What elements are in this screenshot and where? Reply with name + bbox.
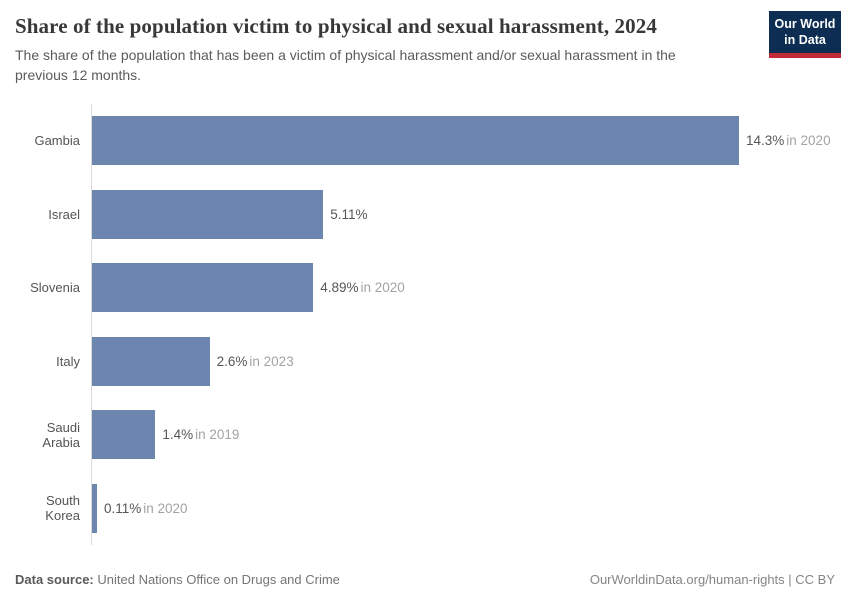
bar: [92, 483, 97, 533]
value-label-group: 1.4% in 2019: [162, 427, 239, 442]
value-label: 2.6%: [216, 353, 248, 369]
bar: [92, 263, 314, 312]
value-label-group: 14.3% in 2020: [746, 133, 831, 148]
year-label: in 2020: [143, 500, 188, 516]
y-axis-line: [91, 103, 92, 545]
year-label: in 2023: [249, 353, 294, 369]
bar: [92, 116, 739, 165]
bar-row: Gambia 14.3% in 2020: [15, 104, 835, 178]
bar: [92, 189, 324, 239]
country-label: Saudi Arabia: [42, 419, 80, 450]
value-label: 4.89%: [320, 280, 359, 295]
footer-link[interactable]: OurWorldinData.org/human-rights | CC BY: [589, 572, 835, 587]
chart-footer: Data source: United Nations Office on Dr…: [15, 572, 835, 587]
owid-logo-line2: in Data: [784, 32, 826, 47]
bar: [92, 336, 210, 386]
value-label: 5.11%: [330, 206, 368, 222]
year-label: in 2020: [360, 280, 405, 295]
country-label: Italy: [56, 353, 80, 369]
bar-chart: Gambia 14.3% in 2020 Israel 5.11% Sloveni…: [15, 103, 835, 545]
chart-header: Share of the population victim to physic…: [0, 0, 850, 86]
value-label: 1.4%: [162, 427, 194, 442]
bar: [92, 410, 156, 459]
page-title: Share of the population victim to physic…: [15, 14, 657, 38]
year-label: in 2020: [786, 133, 831, 148]
value-label: 0.11%: [103, 500, 142, 516]
value-label-group: 5.11%: [330, 207, 369, 222]
bar-row: Slovenia 4.89% in 2020: [15, 251, 835, 325]
country-label: South Korea: [45, 493, 80, 523]
owid-logo-line1: Our World: [774, 17, 836, 31]
chart-subtitle: The share of the population that has bee…: [15, 47, 676, 83]
year-label: in 2019: [195, 427, 240, 442]
chart-rows: Gambia 14.3% in 2020 Israel 5.11% Sloveni…: [15, 104, 835, 545]
bar-row: South Korea 0.11% in 2020: [15, 471, 835, 545]
country-label: Gambia: [34, 133, 80, 148]
bar-track: 0.11% in 2020: [92, 483, 835, 533]
value-label-group: 2.6% in 2023: [217, 354, 294, 369]
bar-track: 4.89% in 2020: [92, 263, 835, 312]
bar-row: Israel 5.11%: [15, 177, 835, 251]
bar-row: Italy 2.6% in 2023: [15, 324, 835, 398]
bar-track: 2.6% in 2023: [92, 336, 835, 386]
bar-track: 14.3% in 2020: [92, 116, 835, 165]
country-label: Israel: [48, 206, 80, 222]
value-label-group: 0.11% in 2020: [104, 501, 188, 516]
data-source: Data source: United Nations Office on Dr…: [15, 572, 340, 587]
bar-row: Saudi Arabia 1.4% in 2019: [15, 398, 835, 472]
value-label-group: 4.89% in 2020: [320, 280, 405, 295]
data-source-value: United Nations Office on Drugs and Crime: [97, 572, 340, 587]
value-label: 14.3%: [746, 133, 785, 148]
bar-track: 5.11%: [92, 189, 835, 239]
bar-track: 1.4% in 2019: [92, 410, 835, 459]
data-source-label: Data source:: [15, 572, 94, 587]
owid-logo[interactable]: Our World in Data: [769, 11, 841, 59]
country-label: Slovenia: [30, 280, 80, 295]
